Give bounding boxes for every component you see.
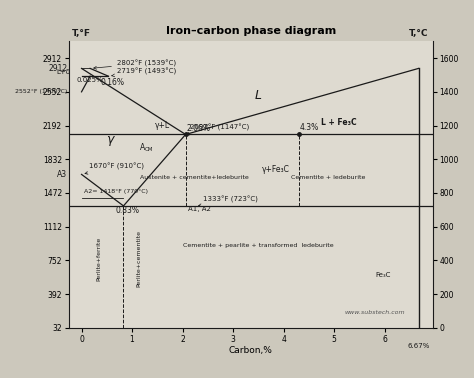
Text: 2.06%: 2.06% [186,124,210,133]
Text: T,°C: T,°C [409,29,428,38]
Text: 1333°F (723°C): 1333°F (723°C) [199,196,258,207]
Text: 2802°F (1539°C): 2802°F (1539°C) [94,60,176,69]
Text: T,°F: T,°F [72,29,91,38]
Text: Austenite + cementite+ledeburite: Austenite + cementite+ledeburite [140,175,248,180]
Text: L: L [255,89,262,102]
Text: A: A [140,143,145,152]
Text: 4.3%: 4.3% [300,123,319,132]
Text: γ: γ [106,133,113,146]
Text: Perlite+ferrite: Perlite+ferrite [97,237,102,281]
Text: 0.16%: 0.16% [101,78,125,87]
Title: Iron–carbon phase diagram: Iron–carbon phase diagram [166,26,336,36]
Text: L+δ: L+δ [56,69,71,75]
Text: 2552°F (1400°C): 2552°F (1400°C) [15,89,67,94]
Text: Cementite + ledeburite: Cementite + ledeburite [291,175,365,180]
Text: 0.83%: 0.83% [116,206,140,215]
Text: 6.67%: 6.67% [407,343,430,349]
Text: A3: A3 [57,170,67,179]
Text: CM: CM [145,147,153,152]
Text: A2= 1418°F (770°C): A2= 1418°F (770°C) [84,189,148,194]
Text: 1670°F (910°C): 1670°F (910°C) [85,163,144,174]
Text: 2719°F (1493°C): 2719°F (1493°C) [111,68,176,77]
Text: A1, A2: A1, A2 [188,206,210,212]
Text: www.substech.com: www.substech.com [344,310,405,315]
Text: Fe₃C: Fe₃C [375,272,391,278]
Text: γ+L: γ+L [155,121,170,130]
Text: L + Fe₃C: L + Fe₃C [321,118,357,127]
Text: 2912: 2912 [48,64,67,73]
Text: 2097°F (1147°C): 2097°F (1147°C) [186,124,249,135]
Text: γ+Fe₃C: γ+Fe₃C [262,165,290,174]
Text: Perlite+cementite: Perlite+cementite [136,230,141,287]
X-axis label: Carbon,%: Carbon,% [229,347,273,355]
Text: Cementite + pearlite + transformed  ledeburite: Cementite + pearlite + transformed ledeb… [182,243,333,248]
Text: 0.025%: 0.025% [77,77,104,83]
